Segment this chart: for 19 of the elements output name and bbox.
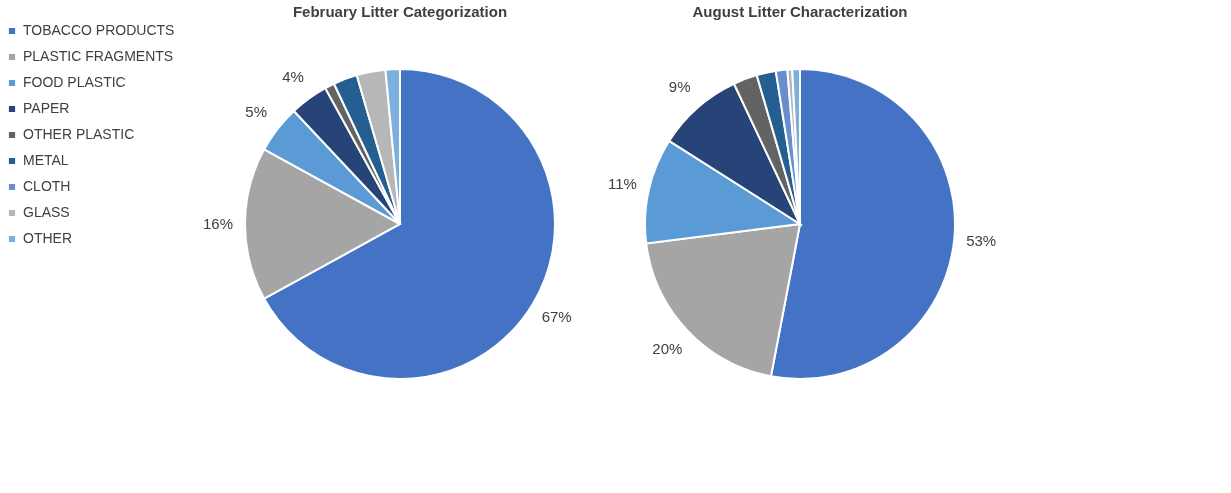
legend-label: OTHER PLASTIC	[23, 126, 135, 142]
chart-title: August Litter Characterization	[692, 3, 908, 20]
data-label: 5%	[245, 103, 268, 121]
data-label: 9%	[668, 78, 691, 96]
data-label: 4%	[282, 67, 304, 85]
data-label: 16%	[202, 215, 234, 232]
legend-label: OTHER	[23, 230, 72, 246]
legend-label: PAPER	[23, 100, 70, 116]
data-label: 20%	[652, 339, 683, 357]
legend-label: METAL	[23, 152, 69, 168]
data-label: 11%	[607, 175, 637, 193]
legend-label: FOOD PLASTIC	[23, 74, 126, 90]
chart-title: February Litter Categorization	[292, 3, 508, 20]
legend-label: GLASS	[23, 204, 70, 220]
legend-label: TOBACCO PRODUCTS	[23, 22, 175, 38]
legend-label: CLOTH	[23, 178, 71, 194]
legend-label: PLASTIC FRAGMENTS	[23, 48, 174, 64]
data-label: 53%	[966, 232, 997, 250]
data-label: 67%	[541, 307, 572, 325]
